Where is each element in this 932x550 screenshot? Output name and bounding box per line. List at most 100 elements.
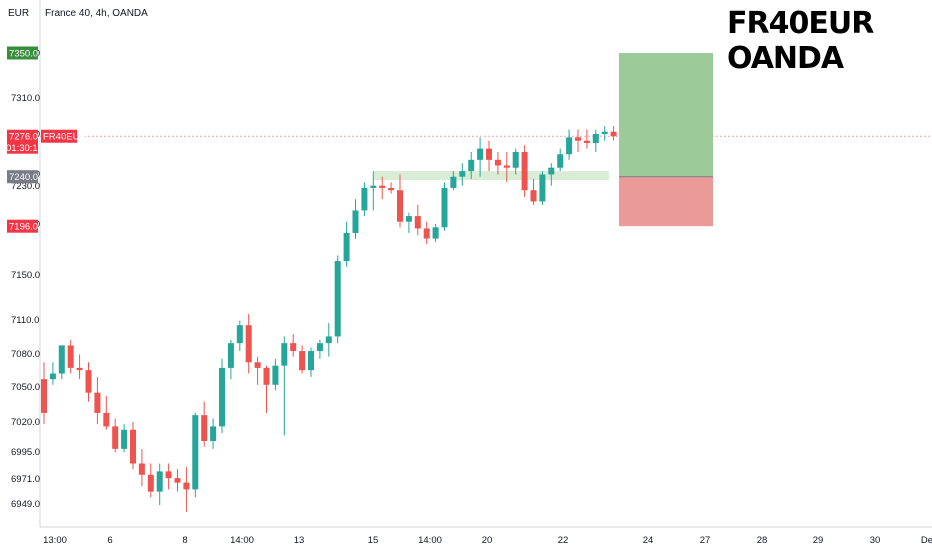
symbol-tag-label: FR40EUR	[43, 132, 86, 143]
price-tag-bg	[7, 46, 38, 60]
candle[interactable]	[521, 145, 528, 197]
candle[interactable]	[49, 362, 56, 385]
candle[interactable]	[494, 151, 501, 175]
candle-body	[138, 463, 145, 475]
candle[interactable]	[379, 176, 386, 200]
candle[interactable]	[210, 418, 217, 449]
x-tick-label: 30	[870, 535, 881, 546]
candle[interactable]	[503, 151, 510, 183]
candle[interactable]	[539, 171, 546, 205]
candle[interactable]	[370, 171, 377, 211]
candle[interactable]	[263, 365, 270, 413]
candle-body	[58, 345, 65, 374]
candle[interactable]	[103, 396, 110, 430]
candle[interactable]	[450, 171, 457, 191]
y-tick-label: 7110.0	[11, 315, 39, 326]
candle[interactable]	[388, 182, 395, 194]
candle[interactable]	[236, 320, 243, 352]
candle-body	[49, 373, 56, 380]
candle[interactable]	[486, 140, 492, 172]
candle-body	[459, 171, 466, 177]
candle[interactable]	[156, 463, 163, 506]
candle[interactable]	[308, 347, 314, 377]
candle[interactable]	[601, 126, 608, 141]
candle[interactable]	[254, 356, 261, 385]
candle-body	[325, 336, 332, 344]
price-tag-gray[interactable]: 7240.0	[7, 170, 38, 184]
candle[interactable]	[610, 126, 617, 141]
candle[interactable]	[459, 163, 466, 186]
candle[interactable]	[290, 334, 297, 357]
price-tag-green[interactable]: 7350.0	[7, 46, 38, 60]
candle[interactable]	[432, 223, 439, 242]
profit-zone[interactable]	[619, 53, 713, 177]
candle[interactable]	[566, 129, 573, 160]
candle[interactable]	[85, 362, 92, 402]
candle-body	[121, 429, 128, 449]
candle[interactable]	[352, 199, 359, 239]
candle[interactable]	[397, 174, 403, 228]
candle[interactable]	[468, 151, 475, 179]
candle-body	[450, 176, 457, 188]
candle-body	[539, 174, 546, 202]
candle[interactable]	[441, 182, 448, 231]
x-tick-label: 15	[368, 535, 379, 546]
candle[interactable]	[557, 148, 564, 172]
candle[interactable]	[405, 212, 412, 233]
candle-body	[76, 367, 83, 371]
candle[interactable]	[548, 163, 555, 186]
price-tag-red[interactable]: 7196.0	[7, 219, 38, 233]
candle[interactable]	[147, 463, 154, 498]
candle[interactable]	[423, 221, 430, 245]
candle[interactable]	[227, 339, 234, 380]
candle-body	[236, 325, 243, 344]
candle[interactable]	[121, 424, 128, 453]
candle[interactable]	[477, 137, 484, 177]
candle[interactable]	[245, 313, 252, 374]
candle[interactable]	[130, 421, 136, 470]
candle[interactable]	[361, 182, 368, 217]
candle[interactable]	[299, 345, 306, 374]
y-tick-label: 6971.0	[11, 474, 40, 485]
candle[interactable]	[592, 129, 599, 152]
candle-body	[130, 429, 136, 464]
candle[interactable]	[67, 339, 74, 374]
candle[interactable]	[530, 178, 537, 205]
candle[interactable]	[165, 463, 172, 490]
candle[interactable]	[76, 354, 83, 380]
candle[interactable]	[201, 401, 208, 447]
x-tick-label: 24	[643, 535, 654, 546]
candle[interactable]	[583, 129, 590, 149]
candle[interactable]	[94, 376, 101, 425]
y-tick-label: 7080.0	[11, 349, 40, 360]
loss-zone[interactable]	[619, 176, 713, 227]
candle-body	[299, 351, 306, 371]
candle[interactable]	[334, 255, 341, 344]
candle[interactable]	[325, 322, 332, 357]
candle[interactable]	[512, 148, 519, 175]
candle[interactable]	[112, 418, 119, 453]
y-tick-label: 7020.0	[11, 417, 40, 428]
x-tick-label: 14:00	[418, 535, 442, 546]
candle[interactable]	[414, 204, 421, 236]
candle-body	[494, 159, 501, 166]
price-tag-label: 7240.0	[9, 172, 38, 183]
candle-body	[352, 210, 359, 233]
support-zone[interactable]	[374, 171, 609, 181]
candle[interactable]	[138, 448, 145, 487]
candle[interactable]	[41, 362, 47, 425]
candle[interactable]	[575, 129, 581, 152]
candle[interactable]	[219, 358, 225, 434]
candle[interactable]	[272, 358, 279, 391]
candle-body	[147, 474, 154, 492]
candle[interactable]	[281, 336, 288, 436]
candle[interactable]	[58, 345, 65, 380]
candle[interactable]	[183, 466, 190, 512]
candle[interactable]	[174, 469, 181, 492]
candle[interactable]	[316, 339, 323, 359]
candle[interactable]	[192, 412, 199, 498]
candle-body	[343, 232, 350, 262]
candle[interactable]	[343, 221, 350, 267]
